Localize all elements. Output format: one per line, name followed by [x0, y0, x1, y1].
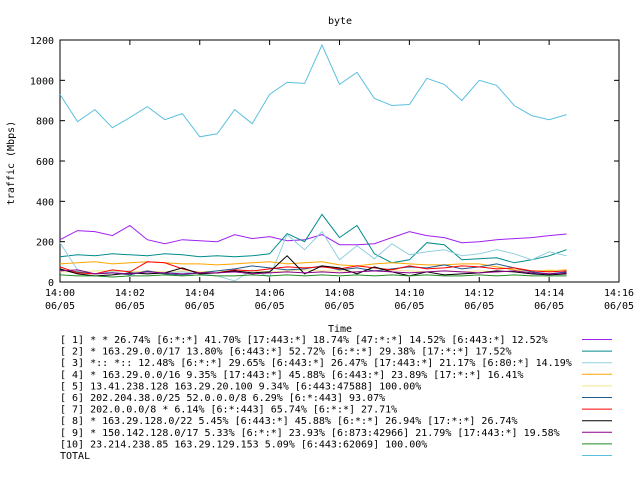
series-line-1 [59, 224, 567, 246]
x-tick-time-label: 14:00 [45, 288, 75, 299]
x-tick-time-label: 14:08 [324, 288, 354, 299]
x-tick-date-label: 06/05 [115, 301, 145, 312]
series-line-7 [59, 261, 567, 275]
legend-label: [ 3] *:: *:: 12.48% [6:*:*] 29.65% [6:44… [60, 358, 572, 369]
legend-label: [ 7] 202.0.0.0/8 * 6.14% [6:*:443] 65.74… [60, 405, 397, 416]
axes: 0 200 400 600 800 1000 1200 14:00 06/05 14:02 06/0… [30, 36, 634, 312]
y-tick-label: 1000 [30, 76, 54, 87]
chart-title: byte [328, 16, 352, 27]
x-tick-time-label: 14:06 [255, 288, 285, 299]
x-tick-time-label: 14:14 [534, 288, 564, 299]
y-tick-label: 800 [36, 117, 54, 128]
series-line-9 [59, 269, 567, 275]
legend-label: [ 6] 202.204.38.0/25 52.0.0.0/8 6.29% [6… [60, 393, 385, 404]
x-tick-date-label: 06/05 [45, 301, 75, 312]
x-tick-date-label: 06/05 [534, 301, 564, 312]
x-tick-date-label: 06/05 [394, 301, 424, 312]
series-line-4 [59, 261, 567, 272]
y-axis-label: traffic (Mbps) [6, 121, 17, 205]
y-tick-label: 1200 [30, 36, 54, 47]
y-tick-label: 600 [36, 157, 54, 168]
series-line-10 [59, 274, 567, 278]
x-tick-time-label: 14:04 [185, 288, 215, 299]
x-tick-date-label: 06/05 [604, 301, 634, 312]
legend-label: [ 9] * 150.142.128.0/17 5.33% [6:*:*] 23… [60, 428, 560, 439]
legend-label: [ 2] * 163.29.0.0/17 13.80% [6:443:*] 52… [60, 347, 512, 358]
x-tick-time-label: 14:12 [464, 288, 494, 299]
series-line-11 [59, 43, 567, 138]
legend-label: TOTAL [60, 451, 90, 462]
legend-label: [10] 23.214.238.85 163.29.129.153 5.09% … [60, 439, 427, 450]
x-tick-time-label: 14:16 [604, 288, 634, 299]
x-tick-time-label: 14:02 [115, 288, 145, 299]
legend-label: [ 5] 13.41.238.128 163.29.20.100 9.34% [… [60, 381, 421, 392]
legend-label: [ 4] * 163.29.0.0/16 9.35% [17:443:*] 45… [60, 370, 524, 381]
legend-label: [ 1] * * 26.74% [6:*:*] 41.70% [17:443:*… [60, 335, 548, 346]
legend-label: [ 8] * 163.29.128.0/22 5.45% [6:443:*] 4… [60, 416, 518, 427]
legend: [ 1] * * 26.74% [6:*:*] 41.70% [17:443:*… [60, 335, 612, 462]
x-tick-date-label: 06/05 [255, 301, 285, 312]
y-tick-label: 0 [48, 278, 54, 289]
series-lines [59, 43, 567, 282]
series-line-2 [59, 213, 567, 264]
x-tick-date-label: 06/05 [185, 301, 215, 312]
x-tick-date-label: 06/05 [324, 301, 354, 312]
y-tick-label: 200 [36, 238, 54, 249]
x-axis-label: Time [328, 324, 352, 335]
x-tick-time-label: 14:10 [394, 288, 424, 299]
x-tick-date-label: 06/05 [464, 301, 494, 312]
y-tick-label: 400 [36, 197, 54, 208]
plot-frame [59, 39, 620, 283]
